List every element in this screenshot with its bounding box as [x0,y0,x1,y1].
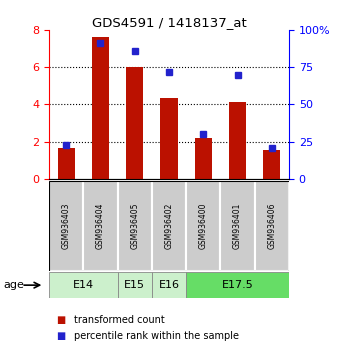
Text: GSM936402: GSM936402 [165,202,173,249]
Bar [118,272,152,298]
Text: GSM936401: GSM936401 [233,202,242,249]
Bar [49,272,118,298]
Bar [57,148,75,179]
Text: GSM936400: GSM936400 [199,202,208,249]
Text: ■: ■ [56,331,65,341]
Bar [229,102,246,179]
Bar [118,181,152,271]
Text: transformed count: transformed count [74,315,165,325]
Text: GSM936404: GSM936404 [96,202,105,249]
Text: GSM936406: GSM936406 [267,202,276,249]
Bar [186,272,289,298]
Text: GSM936403: GSM936403 [62,202,71,249]
Bar [220,181,255,271]
Text: GSM936405: GSM936405 [130,202,139,249]
Bar [92,36,109,179]
Bar [152,181,186,271]
Text: E17.5: E17.5 [222,280,254,290]
Text: E16: E16 [159,280,179,290]
Text: E15: E15 [124,280,145,290]
Bar [263,150,281,179]
Bar [49,181,83,271]
Bar [255,181,289,271]
Text: ■: ■ [56,315,65,325]
Bar [161,98,177,179]
Bar [186,181,220,271]
Text: E14: E14 [73,280,94,290]
Bar [126,67,143,179]
Bar [195,138,212,179]
Text: age: age [3,280,24,290]
Bar [152,272,186,298]
Title: GDS4591 / 1418137_at: GDS4591 / 1418137_at [92,16,246,29]
Text: percentile rank within the sample: percentile rank within the sample [74,331,239,341]
Bar [83,181,118,271]
